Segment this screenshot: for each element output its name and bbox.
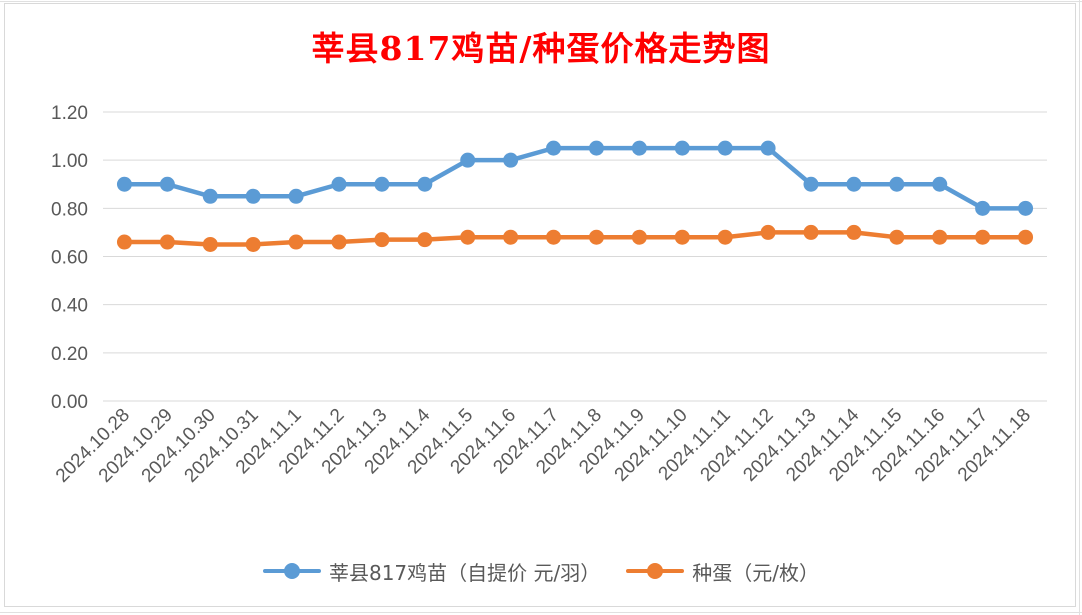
- chart-title: 莘县817鸡苗/种蛋价格走势图: [311, 29, 771, 68]
- data-point: [1018, 229, 1034, 245]
- data-point: [674, 229, 690, 245]
- legend-marker: [647, 563, 664, 579]
- legend-label: 种蛋（元/枚）: [692, 560, 820, 585]
- data-point: [417, 176, 433, 192]
- data-point: [846, 176, 862, 192]
- data-point: [1018, 200, 1034, 216]
- data-point: [932, 176, 948, 192]
- data-point: [374, 176, 390, 192]
- y-tick-label: 0.60: [51, 248, 88, 269]
- legend-swatch: [262, 561, 321, 581]
- data-point: [245, 188, 261, 204]
- data-point: [717, 229, 733, 245]
- data-point: [202, 236, 218, 252]
- data-point: [889, 176, 905, 192]
- series-line: [122, 145, 1028, 211]
- data-point: [588, 229, 604, 245]
- data-point: [245, 236, 261, 252]
- legend: 莘县817鸡苗（自提价 元/羽） 种蛋（元/枚）: [0, 556, 1082, 586]
- data-point: [674, 140, 690, 156]
- data-point: [932, 229, 948, 245]
- y-tick-label: 0.40: [51, 296, 88, 317]
- data-point: [588, 140, 604, 156]
- data-point: [631, 229, 647, 245]
- data-point: [288, 188, 304, 204]
- data-point: [202, 188, 218, 204]
- y-tick-label: 0.00: [51, 392, 88, 413]
- data-point: [116, 234, 132, 250]
- series-line: [122, 230, 1028, 247]
- legend-item: 莘县817鸡苗（自提价 元/羽）: [262, 557, 601, 586]
- data-point: [631, 140, 647, 156]
- y-tick-label: 1.00: [51, 151, 88, 172]
- y-tick-label: 0.80: [51, 199, 88, 220]
- data-point: [460, 229, 476, 245]
- y-tick-label: 1.20: [51, 103, 88, 124]
- legend-label: 莘县817鸡苗（自提价 元/羽）: [328, 560, 601, 585]
- data-point: [331, 234, 347, 250]
- data-point: [717, 140, 733, 156]
- data-point: [975, 200, 991, 216]
- data-point: [331, 176, 347, 192]
- data-point: [975, 229, 991, 245]
- data-point: [288, 234, 304, 250]
- data-point: [760, 224, 776, 240]
- legend-marker: [283, 563, 300, 579]
- legend-swatch: [626, 561, 685, 581]
- data-point: [803, 176, 819, 192]
- data-point: [159, 234, 175, 250]
- data-point: [503, 229, 519, 245]
- data-point: [760, 140, 776, 156]
- data-point: [159, 176, 175, 192]
- data-point: [460, 152, 476, 168]
- data-point: [546, 140, 562, 156]
- y-tick-label: 0.20: [51, 344, 88, 365]
- data-point: [546, 229, 562, 245]
- data-point: [417, 232, 433, 248]
- data-point: [846, 224, 862, 240]
- data-point: [503, 152, 519, 168]
- legend-item: 种蛋（元/枚）: [626, 557, 819, 586]
- data-point: [374, 232, 390, 248]
- data-point: [803, 224, 819, 240]
- data-point: [889, 229, 905, 245]
- data-point: [116, 176, 132, 192]
